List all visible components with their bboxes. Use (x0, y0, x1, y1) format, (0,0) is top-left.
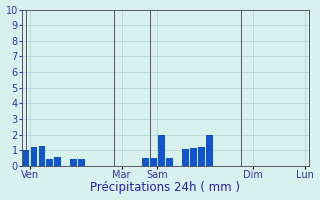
Bar (150, 158, 157, 166)
Bar (166, 158, 173, 166)
Bar (158, 135, 165, 166)
Bar (30, 147, 37, 166)
Bar (198, 147, 205, 166)
Bar (46, 159, 53, 166)
Bar (182, 149, 189, 166)
X-axis label: Précipitations 24h ( mm ): Précipitations 24h ( mm ) (91, 181, 240, 194)
Bar (70, 159, 77, 166)
Bar (54, 157, 61, 166)
Bar (78, 159, 85, 166)
Bar (38, 146, 45, 166)
Bar (190, 148, 197, 166)
Bar (142, 158, 149, 166)
Bar (206, 135, 213, 166)
Bar (23, 150, 29, 166)
